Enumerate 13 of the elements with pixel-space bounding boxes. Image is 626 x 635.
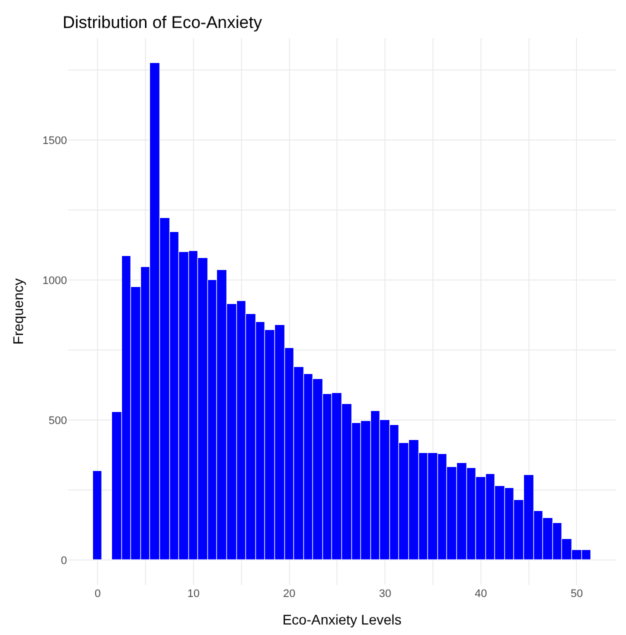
x-tick-label: 30	[378, 588, 392, 600]
x-tick-label: 0	[94, 588, 101, 600]
x-tick-label: 10	[187, 588, 200, 600]
chart-title: Distribution of Eco-Anxiety	[62, 12, 262, 32]
x-tick-label: 20	[283, 588, 296, 600]
x-axis-title: Eco-Anxiety Levels	[282, 611, 402, 628]
x-tick-label: 50	[570, 588, 583, 600]
y-axis-title: Frequency	[10, 278, 26, 345]
x-tick-label: 40	[474, 588, 488, 600]
y-tick-label: 0	[60, 554, 67, 567]
y-tick-label: 1000	[42, 275, 67, 287]
y-tick-label: 1500	[42, 135, 67, 148]
y-tick-label: 500	[48, 414, 67, 427]
